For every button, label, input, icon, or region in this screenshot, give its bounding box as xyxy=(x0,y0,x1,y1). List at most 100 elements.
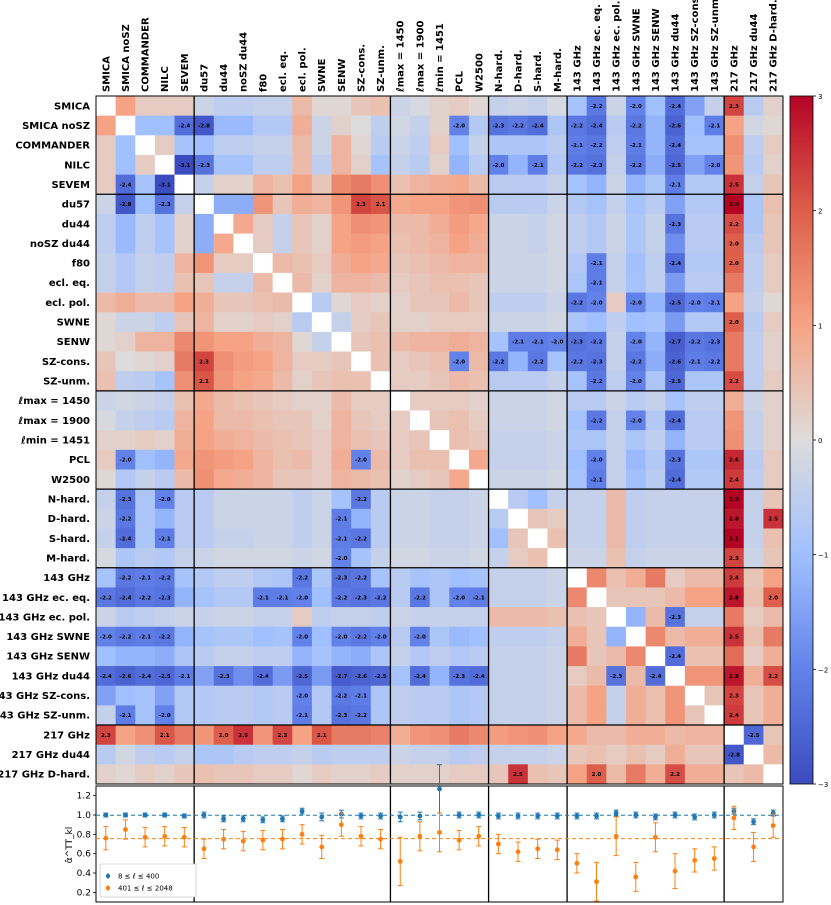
heatmap-cell xyxy=(331,96,352,117)
heatmap-cell xyxy=(272,666,293,687)
scatter-point xyxy=(162,812,168,818)
heatmap-cell xyxy=(567,272,588,293)
heatmap-cell xyxy=(704,567,725,588)
heatmap-cell xyxy=(253,430,274,451)
cell-annotation: -2.0 xyxy=(453,359,465,365)
heatmap-cell xyxy=(684,587,705,608)
heatmap-cell xyxy=(763,154,784,176)
heatmap-cell xyxy=(449,292,470,313)
cell-annotation: -2.1 xyxy=(159,536,171,542)
heatmap-cell xyxy=(331,449,352,470)
heatmap-cell xyxy=(253,154,274,176)
heatmap-cell xyxy=(606,449,627,470)
row-label: NILC xyxy=(64,160,90,171)
heatmap-cell xyxy=(135,725,156,746)
row-label: PCL xyxy=(69,455,91,466)
cell-annotation: -2.3 xyxy=(218,674,230,680)
heatmap-cell xyxy=(625,489,646,510)
cell-annotation: -2.2 xyxy=(355,576,367,582)
heatmap-cell xyxy=(763,744,784,765)
heatmap-cell xyxy=(684,528,705,549)
heatmap-cell xyxy=(567,567,588,588)
heatmap-cell xyxy=(468,489,489,510)
heatmap-cell xyxy=(233,764,254,785)
heatmap-cell xyxy=(665,744,686,765)
cell-annotation: -2.4 xyxy=(649,674,661,680)
scatter-point xyxy=(456,812,462,818)
colorbar-tick-label: 3 xyxy=(818,93,822,101)
heatmap-cell xyxy=(311,685,332,706)
heatmap-cell xyxy=(174,154,195,176)
heatmap-cell xyxy=(625,390,646,411)
heatmap-cell xyxy=(311,371,332,392)
cell-annotation: -2.4 xyxy=(669,654,681,660)
heatmap-cell xyxy=(527,626,548,647)
heatmap-cell xyxy=(253,528,274,549)
scatter-points xyxy=(103,764,776,902)
heatmap-cell xyxy=(763,626,784,647)
cell-annotation: -2.6 xyxy=(119,674,131,680)
heatmap-cell xyxy=(253,233,274,254)
heatmap-cell xyxy=(684,725,705,746)
heatmap-cell xyxy=(606,331,627,352)
heatmap-cell xyxy=(272,508,293,529)
heatmap-cell xyxy=(292,351,313,372)
heatmap-cell xyxy=(704,489,725,510)
heatmap-cell xyxy=(213,253,234,274)
heatmap-cell xyxy=(174,508,195,529)
heatmap-cell xyxy=(410,685,431,706)
cell-annotation: -2.2 xyxy=(119,576,131,582)
heatmap-cell xyxy=(174,371,195,392)
heatmap-cell xyxy=(625,233,646,254)
heatmap-cell xyxy=(292,626,313,647)
heatmap-cell xyxy=(174,351,195,372)
heatmap-cell xyxy=(488,331,509,352)
heatmap-cell xyxy=(370,292,391,313)
heatmap-cell xyxy=(272,253,293,274)
heatmap-cell xyxy=(763,174,784,195)
heatmap-cell xyxy=(253,194,274,215)
heatmap-cell xyxy=(253,626,274,647)
heatmap-cell xyxy=(527,154,548,176)
heatmap-cell xyxy=(743,607,764,628)
heatmap-cell xyxy=(547,725,568,746)
heatmap-cell xyxy=(586,508,607,529)
heatmap-cell xyxy=(311,489,332,510)
heatmap-cell xyxy=(311,331,332,352)
heatmap-cell xyxy=(508,744,529,765)
heatmap-cell xyxy=(527,292,548,313)
column-label: 143 GHz SENW xyxy=(651,8,662,92)
heatmap-cell xyxy=(194,351,215,372)
cell-annotation: -2.0 xyxy=(335,556,347,562)
heatmap-cell xyxy=(233,371,254,392)
heatmap-cell xyxy=(429,272,450,293)
heatmap-cell xyxy=(96,272,117,293)
heatmap-cell xyxy=(488,508,509,529)
heatmap-cell xyxy=(213,489,234,510)
heatmap-cell xyxy=(370,567,391,588)
heatmap-cell xyxy=(331,744,352,765)
heatmap-cell xyxy=(625,154,646,176)
heatmap-cell xyxy=(370,154,391,176)
heatmap-cell xyxy=(508,685,529,706)
cell-annotation: 2.8 xyxy=(729,517,739,523)
heatmap-cell xyxy=(508,154,529,176)
cell-annotation: -2.5 xyxy=(669,300,681,306)
heatmap-cell xyxy=(429,371,450,392)
cell-annotation: -2.2 xyxy=(159,576,171,582)
column-label: SWNE xyxy=(317,58,328,92)
heatmap-cell xyxy=(645,174,666,195)
heatmap-cell xyxy=(449,449,470,470)
legend: 8 ≤ ℓ ≤ 400 401 ≤ ℓ ≤ 2048 xyxy=(99,863,197,898)
scatter-point xyxy=(142,834,148,840)
colorbar-tick-label: 2 xyxy=(818,208,822,216)
heatmap-cell xyxy=(115,410,136,431)
heatmap-cell xyxy=(194,685,215,706)
heatmap-cell xyxy=(704,312,725,333)
heatmap-cell xyxy=(645,469,666,490)
scatter-point xyxy=(711,812,717,818)
heatmap-cell xyxy=(96,508,117,529)
cell-annotation: 2.1 xyxy=(376,202,386,208)
heatmap-cell xyxy=(625,744,646,765)
heatmap-cell xyxy=(174,744,195,765)
